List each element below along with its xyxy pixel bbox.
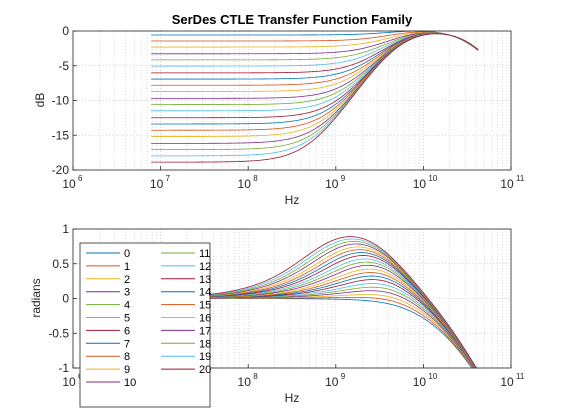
phase-x-tick-label: 10 xyxy=(62,375,76,389)
magnitude-x-tick-exponent: 9 xyxy=(341,174,346,183)
phase-x-tick-exponent: 8 xyxy=(253,372,258,381)
magnitude-y-axis-label: dB xyxy=(33,93,47,108)
phase-y-tick-label: 0.5 xyxy=(52,257,69,271)
legend-label: 2 xyxy=(124,274,130,286)
legend-label: 9 xyxy=(124,364,130,376)
magnitude-series xyxy=(151,30,479,163)
magnitude-axes: 10 6 10 7 10 8 10 9 10 10 10 110-5-10-15-20 SerDes … xyxy=(33,12,525,207)
magnitude-series-line xyxy=(151,31,479,51)
phase-x-tick-label: 10 xyxy=(238,375,252,389)
magnitude-x-tick-label: 10 xyxy=(150,177,164,191)
legend-label: 4 xyxy=(124,300,130,312)
legend-label: 3 xyxy=(124,287,130,299)
magnitude-ticks: 10 6 10 7 10 8 10 9 10 10 10 110-5-10-15-20 xyxy=(52,24,525,191)
magnitude-y-tick-label: -20 xyxy=(52,163,70,177)
legend-label: 17 xyxy=(199,325,211,337)
phase-x-tick-exponent: 10 xyxy=(428,372,437,381)
phase-y-tick-label: -0.5 xyxy=(48,326,69,340)
legend-box xyxy=(79,242,211,408)
chart-title: SerDes CTLE Transfer Function Family xyxy=(172,12,413,27)
phase-y-tick-label: 1 xyxy=(62,222,69,236)
legend-label: 16 xyxy=(199,313,211,325)
legend-label: 8 xyxy=(124,351,130,363)
legend-label: 0 xyxy=(124,248,130,260)
legend-label: 11 xyxy=(199,248,210,260)
legend-label: 15 xyxy=(199,300,211,312)
legend-label: 19 xyxy=(199,351,211,363)
magnitude-y-tick-label: -15 xyxy=(52,128,70,142)
magnitude-x-tick-exponent: 8 xyxy=(253,174,258,183)
magnitude-series-line xyxy=(151,31,479,51)
legend-label: 1 xyxy=(124,261,130,273)
magnitude-x-tick-exponent: 11 xyxy=(516,174,525,183)
magnitude-x-tick-label: 10 xyxy=(238,177,252,191)
magnitude-x-tick-label: 10 xyxy=(325,177,339,191)
legend-label: 12 xyxy=(199,261,211,273)
legend-label: 10 xyxy=(124,377,136,389)
legend-label: 18 xyxy=(199,338,211,350)
magnitude-x-tick-exponent: 10 xyxy=(428,174,437,183)
magnitude-series-line xyxy=(151,33,479,163)
phase-x-tick-label: 10 xyxy=(413,375,427,389)
phase-y-tick-label: 0 xyxy=(62,292,69,306)
legend-label: 20 xyxy=(199,364,211,376)
phase-x-tick-label: 10 xyxy=(325,375,339,389)
magnitude-x-tick-exponent: 6 xyxy=(78,174,83,183)
magnitude-x-tick-label: 10 xyxy=(500,177,514,191)
magnitude-y-tick-label: -5 xyxy=(58,59,69,73)
phase-y-axis-label: radians xyxy=(29,278,43,317)
phase-x-tick-exponent: 9 xyxy=(341,372,346,381)
phase-y-tick-label: -1 xyxy=(58,361,69,375)
magnitude-x-axis-label: Hz xyxy=(285,193,300,207)
magnitude-x-tick-exponent: 7 xyxy=(166,174,171,183)
phase-x-tick-exponent: 11 xyxy=(516,372,525,381)
magnitude-y-tick-label: -10 xyxy=(52,94,70,108)
legend-label: 6 xyxy=(124,325,130,337)
phase-x-tick-label: 10 xyxy=(500,375,514,389)
magnitude-x-tick-label: 10 xyxy=(62,177,76,191)
magnitude-y-tick-label: 0 xyxy=(62,24,69,38)
legend-label: 5 xyxy=(124,313,130,325)
magnitude-x-tick-label: 10 xyxy=(413,177,427,191)
phase-x-axis-label: Hz xyxy=(285,391,300,405)
legend-label: 14 xyxy=(199,287,211,299)
legend-label: 7 xyxy=(124,338,130,350)
legend-label: 13 xyxy=(199,274,211,286)
